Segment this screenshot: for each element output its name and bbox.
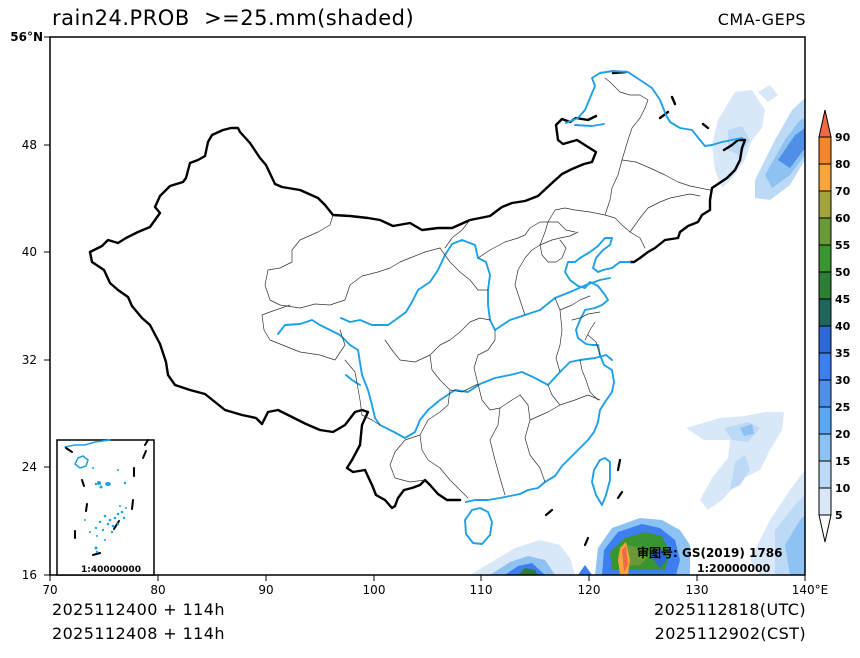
colorbar-label-5: 5 — [835, 509, 843, 522]
lat-label-40: 40 — [22, 245, 37, 259]
model-source: CMA-GEPS — [717, 10, 806, 29]
lat-label-32: 32 — [22, 353, 37, 367]
valid-time-cst: 2025112902(CST) — [654, 624, 806, 643]
valid-time-utc: 2025112818(UTC) — [654, 600, 806, 619]
lon-label-110: 110 — [470, 583, 493, 597]
colorbar-label-20: 20 — [835, 428, 851, 441]
lon-label-70: 70 — [42, 583, 57, 597]
map-review-number: 审图号: GS(2019) 1786 — [637, 545, 782, 560]
plot-frame — [49, 36, 806, 576]
colorbar-label-50: 50 — [835, 266, 851, 279]
lon-ticks — [49, 575, 806, 581]
colorbar-label-70: 70 — [835, 185, 851, 198]
inset-scale: 1:40000000 — [81, 565, 141, 575]
lat-ticks — [44, 36, 50, 576]
colorbar-label-10: 10 — [835, 482, 851, 495]
national-border — [88, 114, 598, 254]
south-china-sea-inset: 1:40000000 — [56, 439, 155, 576]
chart-title: rain24.PROB >=25.mm(shaded) — [52, 6, 415, 30]
colorbar-label-40: 40 — [835, 320, 851, 333]
lat-label-24: 24 — [22, 460, 37, 474]
colorbar-label-80: 80 — [835, 158, 851, 171]
probability-shading — [470, 85, 805, 575]
lon-label-140: 140°E — [792, 583, 829, 597]
lat-label-48: 48 — [22, 138, 37, 152]
colorbar-label-30: 30 — [835, 374, 851, 387]
lon-label-120: 120 — [578, 583, 601, 597]
colorbar-label-45: 45 — [835, 293, 850, 306]
init-time-utc: 2025112400 + 114h — [52, 600, 225, 619]
lat-label-56: 56°N — [10, 30, 43, 44]
lon-label-80: 80 — [150, 583, 165, 597]
lon-label-90: 90 — [258, 583, 273, 597]
map-lines — [88, 70, 747, 547]
colorbar-label-25: 25 — [835, 401, 850, 414]
lon-label-130: 130 — [686, 583, 709, 597]
colorbar-label-60: 60 — [835, 212, 851, 225]
colorbar-label-15: 15 — [835, 455, 850, 468]
lon-label-100: 100 — [363, 583, 386, 597]
colorbar-label-90: 90 — [835, 131, 851, 144]
map-scale: 1:20000000 — [697, 562, 771, 575]
colorbar-label-35: 35 — [835, 347, 850, 360]
colorbar — [818, 109, 832, 543]
init-time-cst: 2025112408 + 114h — [52, 624, 225, 643]
colorbar-label-55: 55 — [835, 239, 850, 252]
lat-label-16: 16 — [22, 568, 37, 582]
